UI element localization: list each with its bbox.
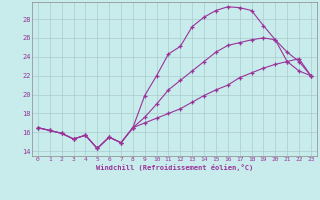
X-axis label: Windchill (Refroidissement éolien,°C): Windchill (Refroidissement éolien,°C)	[96, 164, 253, 171]
